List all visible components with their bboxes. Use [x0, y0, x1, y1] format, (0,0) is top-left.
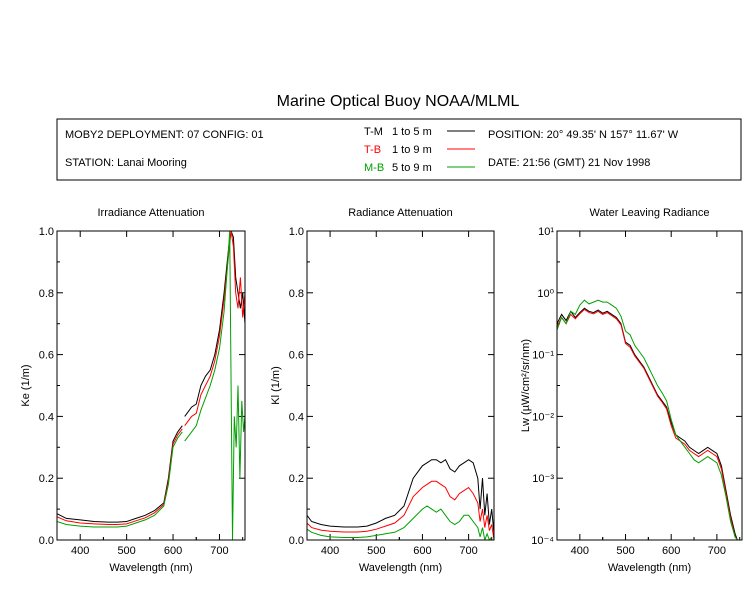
x-tick-label: 600	[164, 545, 182, 557]
y-tick-label: 0.2	[289, 473, 304, 485]
date-text: DATE: 21:56 (GMT) 21 Nov 1998	[488, 157, 650, 169]
series-line-2	[184, 231, 245, 426]
series-line-1	[57, 425, 183, 523]
y-tick-label: 0.2	[39, 473, 54, 485]
legend-range: 5 to 9 m	[392, 162, 432, 174]
y-tick-label: 1.0	[289, 226, 304, 238]
legend-range: 1 to 5 m	[392, 126, 432, 138]
y-tick-label: 0.0	[289, 535, 304, 547]
y-tick-label: 10⁻¹	[532, 350, 554, 362]
legend-entry-t-b: T-B 1 to 9 m	[364, 144, 475, 156]
plot-frame	[56, 230, 246, 541]
x-tick-label: 500	[616, 545, 634, 557]
station-text: STATION: Lanai Mooring	[65, 157, 187, 169]
chart-panel-2: Radiance Attenuation 400 500 600 700 0.0 0.2 0.…	[270, 207, 495, 574]
y-tick-label: 0.6	[39, 350, 54, 362]
chart-panel-1: Irradiance Attenuation 400 500 600 700 0.0 0.2…	[20, 207, 246, 574]
chart-title: Water Leaving Radiance	[589, 207, 709, 219]
series-line-3	[307, 505, 493, 540]
x-tick-label: 500	[117, 545, 135, 557]
x-tick-label: 600	[413, 545, 431, 557]
x-tick-label: 700	[210, 545, 228, 557]
y-tick-label: 0.4	[39, 411, 54, 423]
x-axis-label: Wavelength (nm)	[608, 562, 691, 574]
y-tick-label: 10⁻²	[532, 411, 554, 423]
series-line-1	[307, 458, 494, 534]
legend-code: T-M	[364, 126, 383, 138]
info-box: MOBY2 DEPLOYMENT: 07 CONFIG: 01 STATION:…	[56, 118, 742, 181]
y-tick-label: 10⁰	[537, 288, 554, 300]
series-line-2	[57, 428, 183, 525]
y-tick-label: 0.8	[39, 288, 54, 300]
x-tick-label: 700	[459, 545, 477, 557]
series-line-3	[557, 299, 738, 540]
y-tick-label: 0.4	[289, 411, 304, 423]
series-line-1	[184, 231, 245, 417]
legend-code: T-B	[364, 144, 381, 156]
series-line-3	[184, 231, 245, 540]
y-tick-label: 0.8	[289, 288, 304, 300]
legend-entry-m-b: M-B 5 to 9 m	[364, 162, 475, 174]
depth-legend: T-M 1 to 5 m T-B 1 to 9 m M-B 5 to 9 m	[364, 126, 475, 174]
x-tick-label: 600	[662, 545, 680, 557]
info-box-frame	[56, 118, 742, 181]
position-text: POSITION: 20° 49.35' N 157° 11.67' W	[488, 129, 679, 141]
series-line-2	[557, 308, 738, 540]
legend-entry-t-m: T-M 1 to 5 m	[364, 126, 475, 138]
series-line-3	[57, 431, 183, 528]
x-tick-label: 400	[321, 545, 339, 557]
x-tick-label: 400	[71, 545, 89, 557]
figure-title: Marine Optical Buoy NOAA/MLML	[277, 93, 520, 110]
y-tick-label: 10⁻³	[532, 473, 554, 485]
legend-code: M-B	[364, 162, 384, 174]
y-axis-label: Lw (µW/cm²/sr/nm)	[520, 339, 532, 432]
series-line-2	[307, 480, 494, 540]
x-axis-label: Wavelength (nm)	[359, 562, 442, 574]
y-tick-label: 1.0	[39, 226, 54, 238]
plot-frame	[306, 230, 495, 541]
deployment-text: MOBY2 DEPLOYMENT: 07 CONFIG: 01	[65, 129, 264, 141]
chart-title: Irradiance Attenuation	[97, 207, 204, 219]
chart-panel-3: Water Leaving Radiance 400 500 600 700 10⁻⁴ 10…	[520, 207, 743, 574]
y-tick-label: 10¹	[538, 226, 554, 238]
plot-frame	[556, 230, 743, 541]
series-line-1	[557, 307, 738, 540]
y-tick-label: 10⁻⁴	[531, 535, 554, 547]
x-tick-label: 700	[708, 545, 726, 557]
y-axis-label: Kl (1/m)	[270, 366, 282, 405]
x-tick-label: 500	[367, 545, 385, 557]
y-tick-label: 0.0	[39, 535, 54, 547]
chart-title: Radiance Attenuation	[348, 207, 453, 219]
x-tick-label: 400	[571, 545, 589, 557]
y-axis-label: Ke (1/m)	[20, 364, 32, 406]
y-tick-label: 0.6	[289, 350, 304, 362]
plots: Irradiance Attenuation 400 500 600 700 0.0 0.2…	[20, 207, 743, 574]
legend-range: 1 to 9 m	[392, 144, 432, 156]
x-axis-label: Wavelength (nm)	[109, 562, 192, 574]
